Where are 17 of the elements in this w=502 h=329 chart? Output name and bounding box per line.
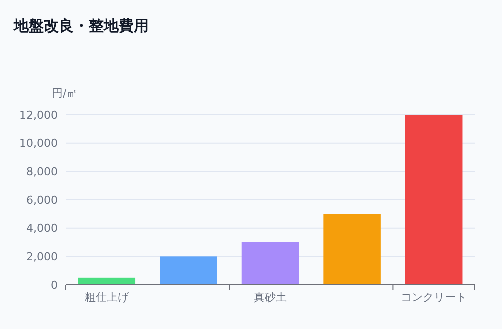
x-tick-label: 真砂土	[254, 291, 287, 304]
y-tick-label: 0	[51, 278, 58, 292]
chart-title: 地盤改良・整地費用	[13, 17, 149, 35]
bar	[160, 256, 218, 285]
y-tick-label: 8,000	[26, 166, 58, 179]
bar	[324, 214, 381, 285]
bar	[405, 115, 463, 285]
bar	[78, 278, 136, 285]
bar	[242, 242, 300, 285]
y-axis-title: 円/㎡	[52, 87, 78, 100]
y-tick-label: 4,000	[26, 222, 58, 236]
y-tick-label: 6,000	[26, 194, 58, 207]
y-tick-label: 10,000	[20, 137, 58, 150]
x-tick-label: 粗仕上げ	[84, 291, 130, 304]
y-tick-label: 12,000	[20, 108, 58, 122]
y-tick-label: 2,000	[26, 250, 58, 264]
x-tick-label: コンクリート	[401, 291, 468, 304]
